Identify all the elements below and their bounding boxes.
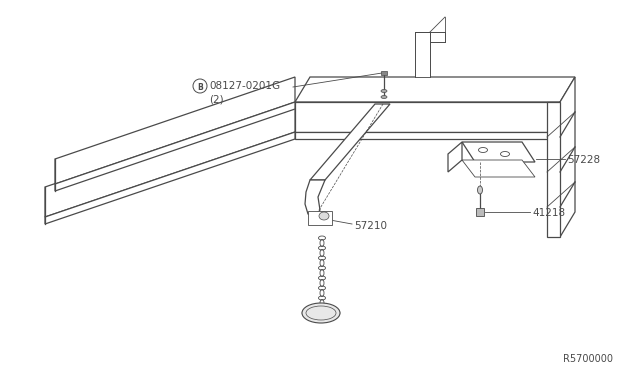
Text: R5700000: R5700000 bbox=[563, 354, 613, 364]
Polygon shape bbox=[295, 132, 560, 139]
Text: (2): (2) bbox=[209, 94, 223, 104]
Text: 41218: 41218 bbox=[532, 208, 565, 218]
Ellipse shape bbox=[381, 90, 387, 93]
Polygon shape bbox=[55, 77, 295, 184]
Polygon shape bbox=[310, 104, 390, 180]
Bar bbox=[308, 211, 332, 225]
Polygon shape bbox=[448, 142, 462, 172]
Bar bbox=[381, 71, 387, 75]
Polygon shape bbox=[45, 132, 295, 224]
Polygon shape bbox=[462, 160, 535, 177]
Text: 08127-0201G: 08127-0201G bbox=[209, 81, 280, 91]
Text: B: B bbox=[197, 83, 203, 92]
Ellipse shape bbox=[302, 303, 340, 323]
Polygon shape bbox=[295, 102, 560, 132]
Text: 57210: 57210 bbox=[354, 221, 387, 231]
Text: 57228: 57228 bbox=[567, 155, 600, 165]
Polygon shape bbox=[45, 102, 295, 217]
Polygon shape bbox=[415, 32, 430, 77]
Polygon shape bbox=[305, 180, 325, 217]
Ellipse shape bbox=[477, 186, 483, 194]
Ellipse shape bbox=[319, 212, 329, 220]
Polygon shape bbox=[295, 77, 575, 102]
Polygon shape bbox=[547, 102, 560, 237]
Ellipse shape bbox=[381, 96, 387, 99]
Polygon shape bbox=[462, 142, 535, 162]
Polygon shape bbox=[55, 102, 295, 191]
Bar bbox=[476, 208, 484, 216]
Polygon shape bbox=[430, 32, 445, 42]
Polygon shape bbox=[560, 77, 575, 237]
